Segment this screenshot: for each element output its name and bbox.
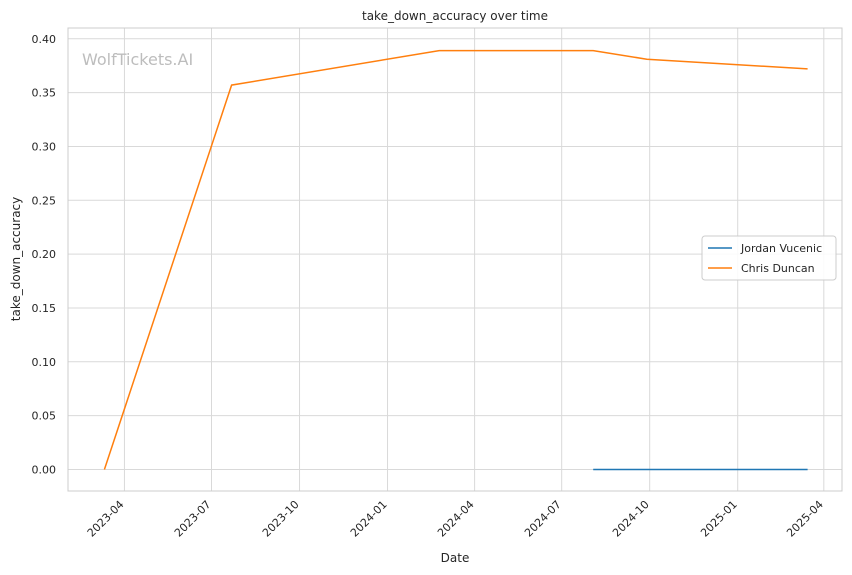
y-tick-label: 0.30	[32, 140, 57, 153]
y-tick-label: 0.00	[32, 463, 57, 476]
chart-title: take_down_accuracy over time	[362, 9, 548, 23]
x-tick-label: 2025-04	[784, 498, 826, 540]
x-tick-label: 2024-07	[522, 498, 564, 540]
legend-box	[701, 235, 837, 281]
tick-labels: 0.00 0.05 0.10 0.15 0.20 0.25 0.30 0.35 0.40 2023…	[32, 33, 826, 540]
x-tick-label: 2024-01	[348, 498, 390, 540]
y-tick-label: 0.15	[32, 302, 57, 315]
y-tick-label: 0.10	[32, 356, 57, 369]
legend-label-jordan-vucenic: Jordan Vucenic	[740, 242, 822, 255]
y-tick-label: 0.20	[32, 248, 57, 261]
x-tick-label: 2024-04	[435, 498, 477, 540]
y-tick-label: 0.05	[32, 410, 57, 423]
legend: Jordan Vucenic Chris Duncan	[701, 235, 837, 281]
x-tick-label: 2023-10	[260, 498, 302, 540]
x-tick-label: 2024-10	[610, 498, 652, 540]
y-tick-label: 0.25	[32, 194, 57, 207]
x-tick-label: 2025-01	[698, 498, 740, 540]
series-lines	[103, 49, 808, 471]
x-tick-label: 2023-04	[85, 498, 127, 540]
x-tick-label: 2023-07	[172, 498, 214, 540]
y-tick-label: 0.40	[32, 33, 57, 46]
y-axis-title: take_down_accuracy	[9, 197, 23, 321]
series-line-chris-duncan	[103, 49, 808, 470]
legend-label-chris-duncan: Chris Duncan	[741, 262, 815, 275]
plot-frame	[67, 27, 843, 492]
x-axis-title: Date	[441, 551, 470, 565]
y-tick-label: 0.35	[32, 87, 57, 100]
watermark: WolfTickets.AI	[82, 50, 193, 69]
